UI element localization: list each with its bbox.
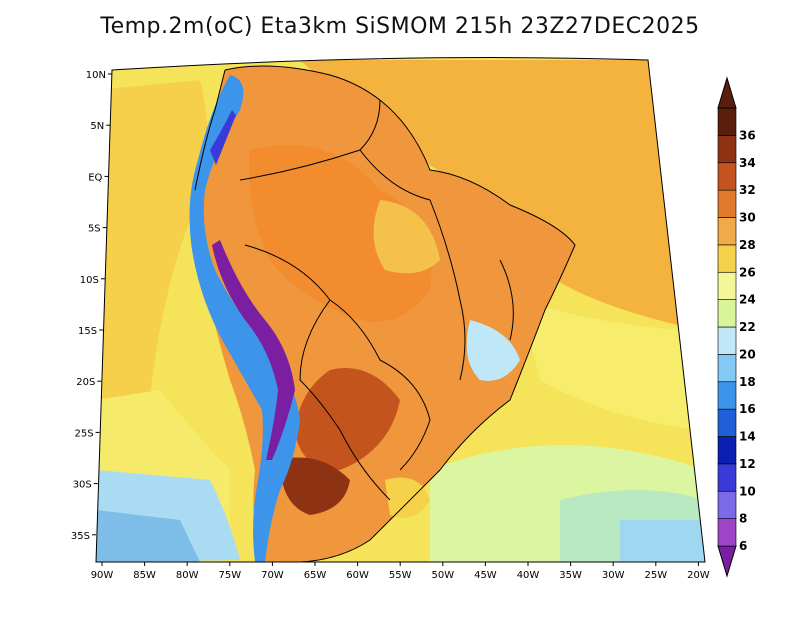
lon-tick-label: 35W	[559, 570, 582, 581]
temperature-field	[96, 57, 705, 563]
lon-tick-label: 30W	[602, 570, 625, 581]
amazon-interior	[249, 145, 432, 322]
colorbar: 6 8 10 12 14 16 18 20 22 24 26 28 30 32 34 36	[717, 76, 756, 578]
lon-tick-label: 85W	[133, 570, 156, 581]
lat-tick-label: 10N	[86, 70, 106, 81]
colorbar-bin	[717, 107, 737, 136]
colorbar-level-label: 28	[739, 238, 756, 252]
country-borders	[194, 65, 576, 563]
colorbar-bin	[717, 381, 737, 410]
lon-tick-label: 90W	[91, 570, 114, 581]
colorbar-level-label: 36	[739, 128, 756, 142]
lon-tick-label: 75W	[218, 570, 241, 581]
lat-tick-label: 10S	[80, 275, 99, 286]
lon-tick-label: 55W	[389, 570, 412, 581]
colorbar-level-label: 20	[739, 347, 756, 361]
lon-tick-label: 20W	[687, 570, 710, 581]
chaco-hot-area	[295, 368, 400, 470]
colorbar-bin	[717, 518, 737, 547]
pacific-cooler-water	[96, 510, 200, 562]
colorbar-bin	[717, 217, 737, 246]
lon-tick-label: 70W	[261, 570, 284, 581]
altiplano-coldest	[212, 240, 295, 460]
northern-andes-cold	[210, 110, 236, 165]
lat-tick-label: 25S	[74, 428, 93, 439]
lat-tick-label: EQ	[88, 172, 102, 183]
lat-tick-label: 20S	[76, 377, 95, 388]
colorbar-bin	[717, 326, 737, 355]
atlantic-coolest-water	[620, 520, 705, 562]
colorbar-level-label: 10	[739, 484, 756, 498]
lat-tick-label: 5S	[88, 224, 101, 235]
colorbar-level-label: 16	[739, 402, 756, 416]
argentina-hot-core	[280, 457, 350, 515]
brazil-highlands-cool	[466, 320, 520, 381]
colorbar-level-label: 34	[739, 156, 756, 170]
central-brazil-warm	[373, 200, 440, 274]
colorbar-max-arrow	[717, 76, 737, 109]
lat-tick-label: 15S	[78, 326, 97, 337]
uruguay-area	[385, 477, 430, 518]
colorbar-bin	[717, 436, 737, 465]
colorbar-level-label: 26	[739, 265, 756, 279]
colorbar-bin	[717, 299, 737, 328]
map-frame	[95, 57, 706, 563]
colorbar-bin	[717, 189, 737, 218]
colorbar-level-label: 32	[739, 183, 756, 197]
colorbar-level-label: 24	[739, 293, 756, 307]
colorbar-level-label: 22	[739, 320, 756, 334]
colorbar-bin	[717, 408, 737, 437]
lon-tick-label: 45W	[474, 570, 497, 581]
lat-tick-label: 5N	[90, 121, 104, 132]
colorbar-level-label: 6	[739, 539, 747, 553]
lat-tick-label: 30S	[73, 480, 92, 491]
latitude-axis: 10N 5N EQ 5S 10S 15S 20S 25S 30S 35S	[71, 70, 112, 542]
atlantic-warm-water-south	[520, 300, 700, 430]
lat-tick-label: 35S	[71, 531, 90, 542]
lon-tick-label: 40W	[517, 570, 540, 581]
colorbar-level-label: 18	[739, 375, 756, 389]
colorbar-bin	[717, 490, 737, 519]
colorbar-level-label: 30	[739, 211, 756, 225]
colorbar-bin	[717, 354, 737, 383]
lon-tick-label: 50W	[431, 570, 454, 581]
colorbar-bin	[717, 463, 737, 492]
pacific-warm-water	[96, 80, 208, 420]
lon-tick-label: 25W	[644, 570, 667, 581]
lon-tick-label: 65W	[304, 570, 327, 581]
longitude-axis: 90W 85W 80W 75W 70W 65W 60W 55W 50W 45W 40W 35W 30W 2…	[91, 562, 710, 581]
map-title: Temp.2m(oC) Eta3km SiSMOM 215h 23Z27DEC2…	[100, 14, 700, 39]
lon-tick-label: 60W	[346, 570, 369, 581]
colorbar-bin	[717, 244, 737, 273]
colorbar-bin	[717, 135, 737, 164]
colorbar-level-label: 14	[739, 430, 756, 444]
colorbar-bin	[717, 162, 737, 191]
colorbar-level-label: 8	[739, 512, 747, 526]
colorbar-min-arrow	[717, 545, 737, 578]
lon-tick-label: 80W	[176, 570, 199, 581]
colorbar-level-label: 12	[739, 457, 756, 471]
colorbar-bin	[717, 271, 737, 300]
